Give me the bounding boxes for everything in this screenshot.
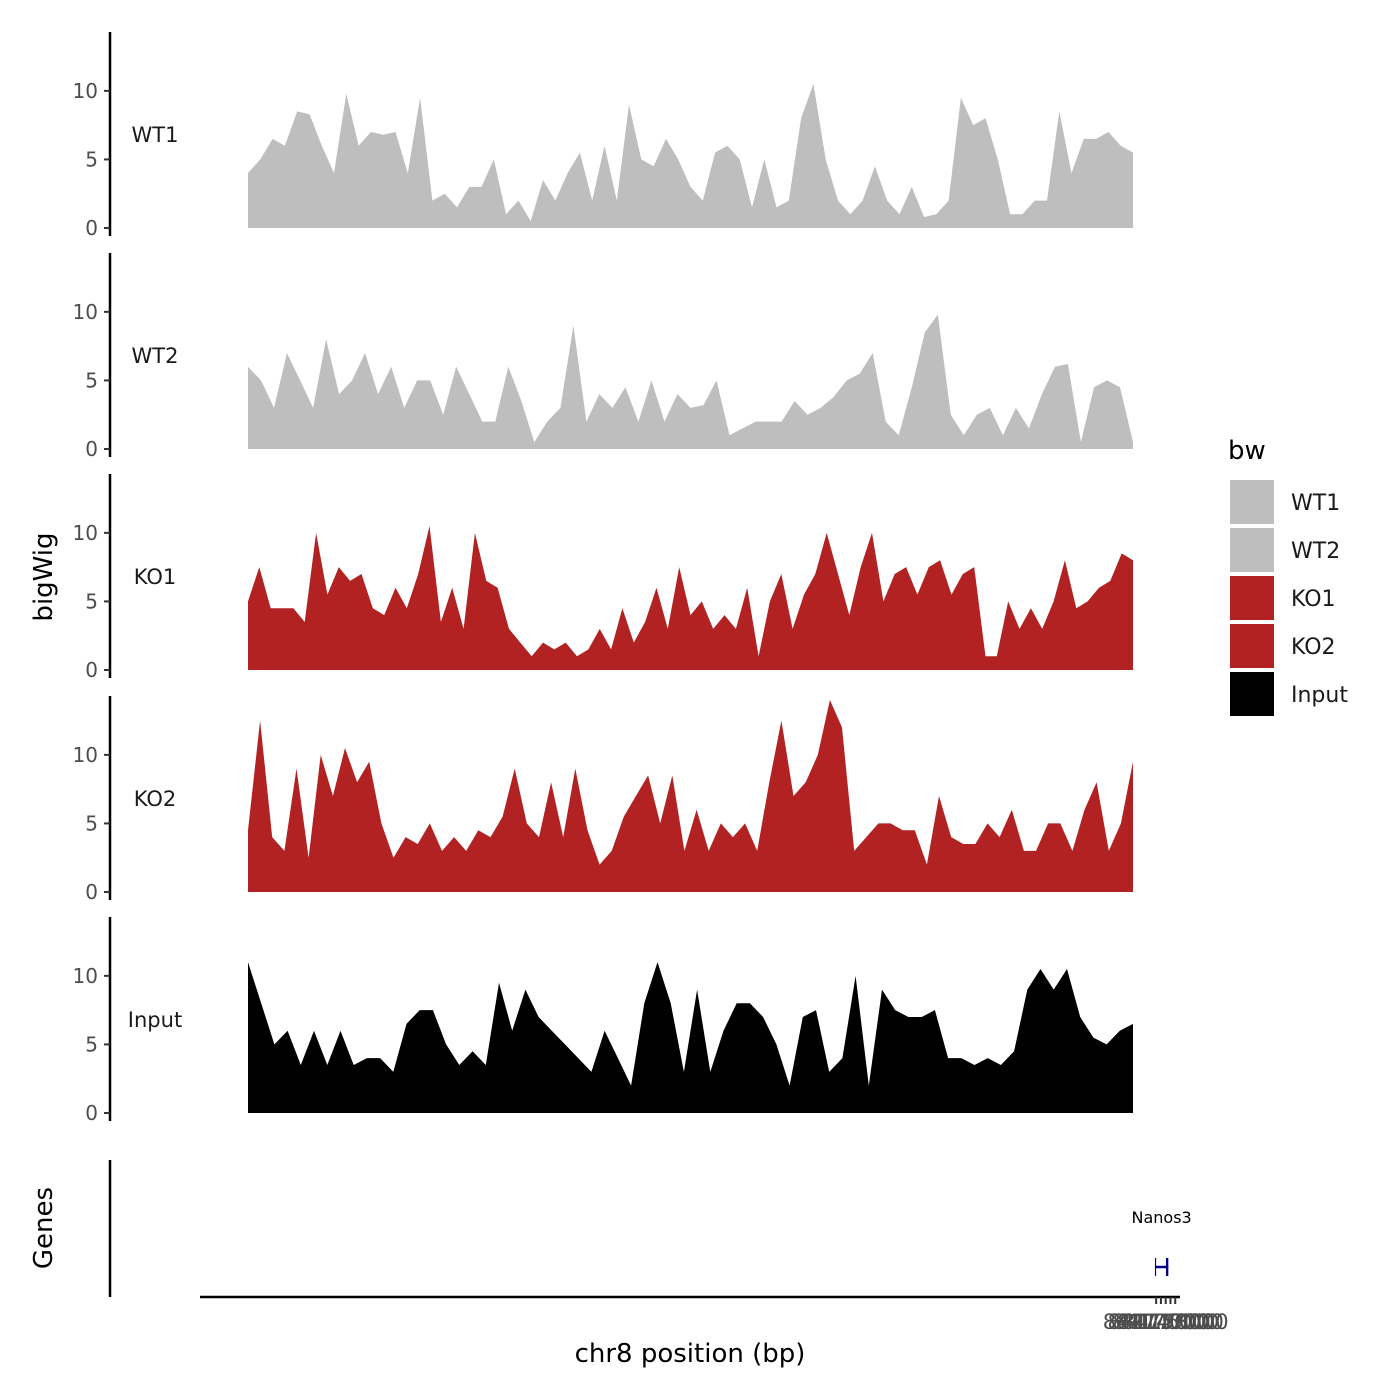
area-wt1: [248, 84, 1133, 228]
x-tick-label: 84178000: [1122, 1310, 1229, 1334]
legend-label-wt1: WT1: [1291, 491, 1340, 516]
y-tick-label: 0: [85, 1101, 98, 1125]
gene-exon: [1154, 1258, 1157, 1276]
track-label-wt1: WT1: [132, 123, 179, 147]
track-label-ko1: KO1: [134, 565, 177, 589]
track-input: 0 5 10 Input: [73, 917, 1133, 1125]
genes-track: Nanos3: [108, 1160, 1192, 1297]
legend: WT1 WT2 KO1 KO2 Input: [1230, 480, 1348, 716]
y-tick-label: 10: [73, 964, 98, 988]
track-label-input: Input: [128, 1008, 182, 1032]
legend-key-wt1: [1230, 480, 1274, 524]
y-axis-label: bigWig: [29, 532, 59, 621]
y-tick-label: 5: [85, 811, 98, 835]
area-wt2: [248, 314, 1133, 449]
y-tick-label: 5: [85, 589, 98, 613]
y-tick-label: 0: [85, 216, 98, 240]
legend-label-wt2: WT2: [1291, 539, 1340, 564]
y-tick-label: 5: [85, 368, 98, 392]
legend-key-wt2: [1230, 528, 1274, 572]
x-tick-label: 84176000: [1112, 1310, 1219, 1334]
y-tick-label: 10: [73, 743, 98, 767]
genes-axis-label: Genes: [29, 1187, 59, 1269]
y-tick-label: 10: [73, 79, 98, 103]
track-ko1: 0 5 10 KO1: [73, 474, 1133, 682]
x-tick-label: 84174000: [1103, 1310, 1210, 1334]
track-wt2: 0 5 10 WT2: [73, 253, 1133, 461]
y-tick-label: 0: [85, 437, 98, 461]
y-tick-label: 5: [85, 1032, 98, 1056]
y-tick-label: 5: [85, 147, 98, 171]
x-tick-label: 84177000: [1117, 1310, 1224, 1334]
legend-key-ko2: [1230, 624, 1274, 668]
y-tick-label: 10: [73, 300, 98, 324]
area-ko2: [248, 700, 1133, 892]
x-tick-label: 84175000: [1107, 1310, 1214, 1334]
track-wt1: 0 5 10 WT1: [73, 32, 1133, 240]
legend-key-input: [1230, 672, 1274, 716]
area-input: [248, 962, 1133, 1113]
y-tick-label: 0: [85, 880, 98, 904]
legend-label-ko2: KO2: [1291, 635, 1336, 660]
x-axis-label: chr8 position (bp): [575, 1339, 806, 1369]
track-label-wt2: WT2: [132, 344, 179, 368]
gene-exon: [1165, 1258, 1169, 1276]
y-tick-label: 0: [85, 658, 98, 682]
tracks-group: 0 5 10 WT1 0 5 10 WT2 0 5 10 KO1 0 5 10 KO2 0 5 10 Input: [73, 32, 1133, 1125]
gene-name-label: Nanos3: [1132, 1208, 1192, 1227]
legend-key-ko1: [1230, 576, 1274, 620]
area-ko1: [248, 526, 1133, 670]
y-tick-label: 10: [73, 521, 98, 545]
legend-label-input: Input: [1291, 683, 1348, 708]
track-label-ko2: KO2: [134, 787, 177, 811]
track-ko2: 0 5 10 KO2: [73, 696, 1133, 904]
legend-title: bw: [1228, 436, 1266, 466]
legend-label-ko1: KO1: [1291, 587, 1336, 612]
